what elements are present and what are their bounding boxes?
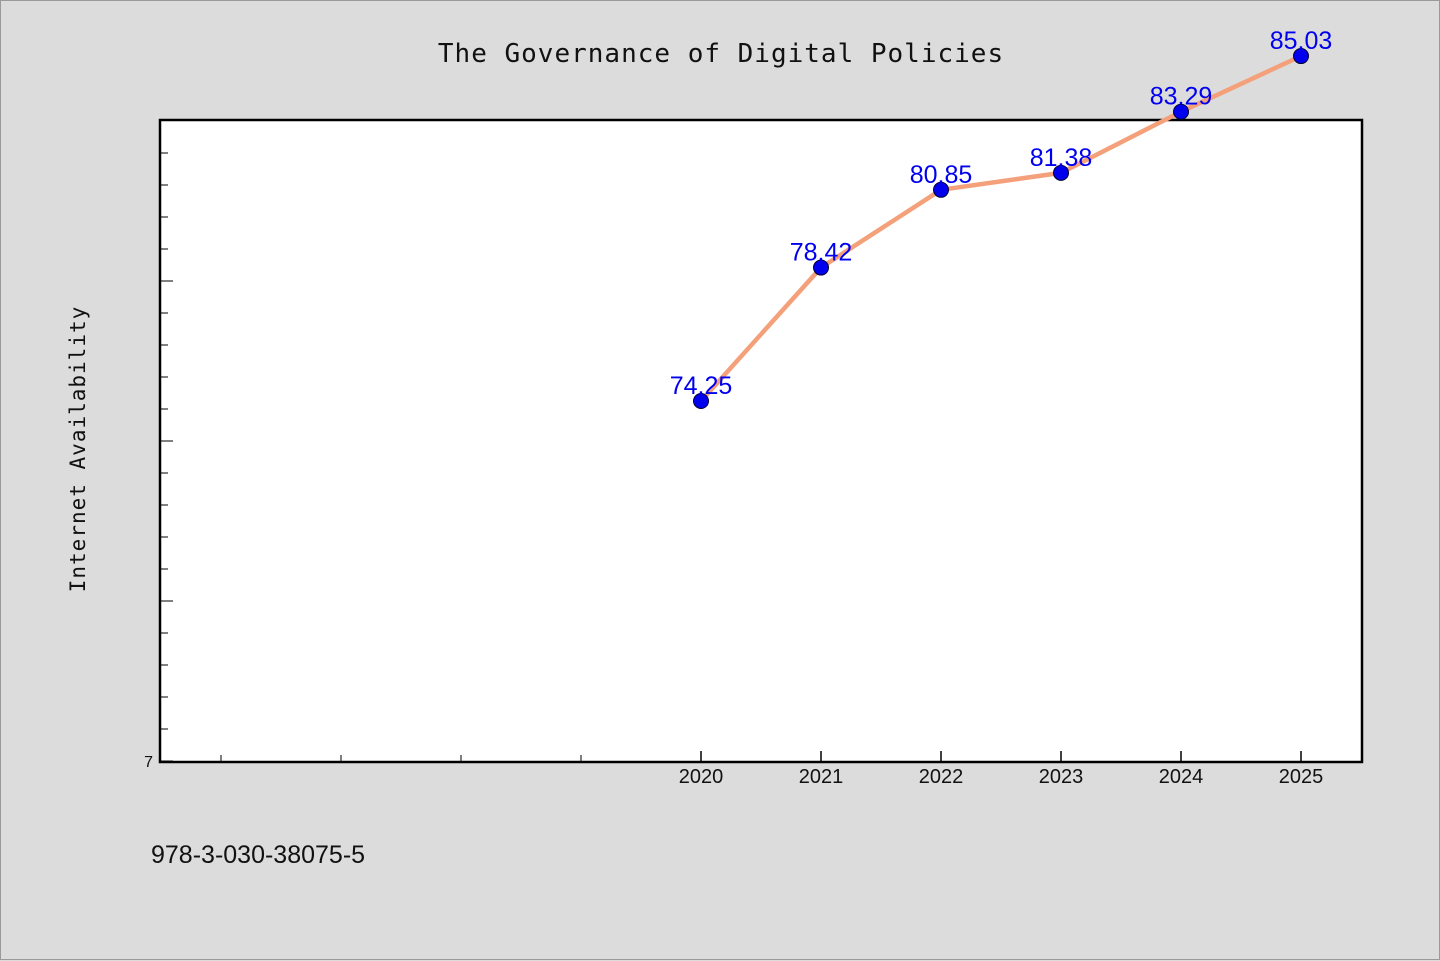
data-points	[693, 48, 1309, 409]
x-tick-label: 2021	[799, 766, 844, 788]
axis-ticks: 7 2020 2021 2022 2023 2024 2025	[144, 152, 1324, 788]
series-line-layer	[699, 53, 1302, 403]
data-label: 74.25	[670, 372, 733, 400]
data-point	[1053, 164, 1069, 181]
data-label: 81.38	[1030, 144, 1093, 172]
x-tick-label: 2023	[1039, 766, 1084, 788]
data-labels: 74.25 78.42 80.85 81.38 83.29 85.03	[670, 27, 1333, 400]
x-tick-label: 2025	[1279, 766, 1324, 788]
data-point	[1293, 48, 1309, 65]
series-line	[699, 53, 1302, 403]
data-label: 85.03	[1270, 27, 1333, 55]
data-point	[1173, 103, 1189, 120]
x-tick-label: 2022	[919, 766, 964, 788]
x-tick-label: 2020	[679, 766, 724, 788]
data-label: 80.85	[910, 161, 973, 189]
y-tick-label: 7	[144, 754, 153, 771]
data-label: 78.42	[790, 239, 853, 267]
y-axis-label: Internet Availability	[66, 306, 90, 593]
data-label: 83.29	[1150, 83, 1213, 111]
data-point	[693, 393, 709, 409]
isbn-footer: 978-3-030-38075-5	[151, 841, 365, 869]
plot-area	[158, 118, 1364, 764]
data-point	[813, 259, 829, 276]
data-point	[933, 181, 949, 198]
chart-title: The Governance of Digital Policies	[438, 39, 1004, 69]
x-tick-label: 2024	[1159, 766, 1204, 788]
